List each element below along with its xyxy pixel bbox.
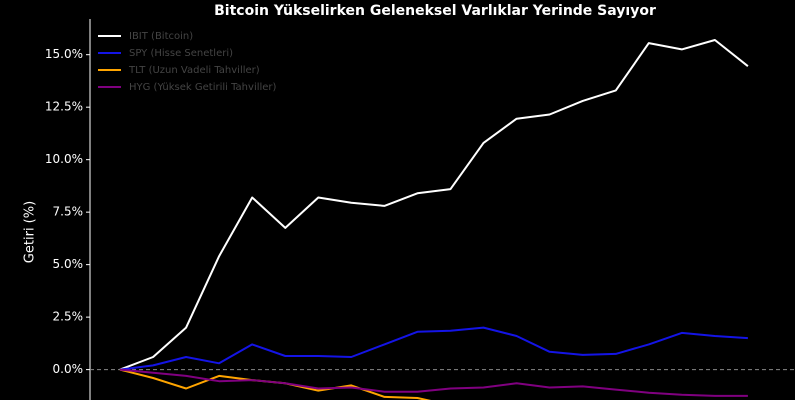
legend-label: HYG (Yüksek Getirili Tahviller): [129, 82, 277, 93]
y-tick-label: 10.0%: [45, 152, 83, 166]
y-axis-label: Getiri (%): [23, 201, 38, 263]
y-tick-label: 7.5%: [53, 205, 84, 219]
legend-label: SPY (Hisse Senetleri): [129, 48, 233, 59]
y-tick-label: 0.0%: [53, 362, 84, 376]
y-tick-label: 2.5%: [53, 310, 84, 324]
legend-label: IBIT (Bitcoin): [129, 31, 193, 42]
series-line: [119, 326, 748, 371]
series-line: [119, 39, 749, 371]
y-tick-label: 15.0%: [45, 47, 83, 61]
chart-title: Bitcoin Yükselirken Geleneksel Varlıklar…: [214, 3, 656, 19]
series-line: [119, 368, 748, 397]
y-tick-label: 12.5%: [45, 100, 83, 114]
legend-label: TLT (Uzun Vadeli Tahviller): [128, 65, 260, 76]
y-tick-label: 5.0%: [53, 257, 84, 271]
